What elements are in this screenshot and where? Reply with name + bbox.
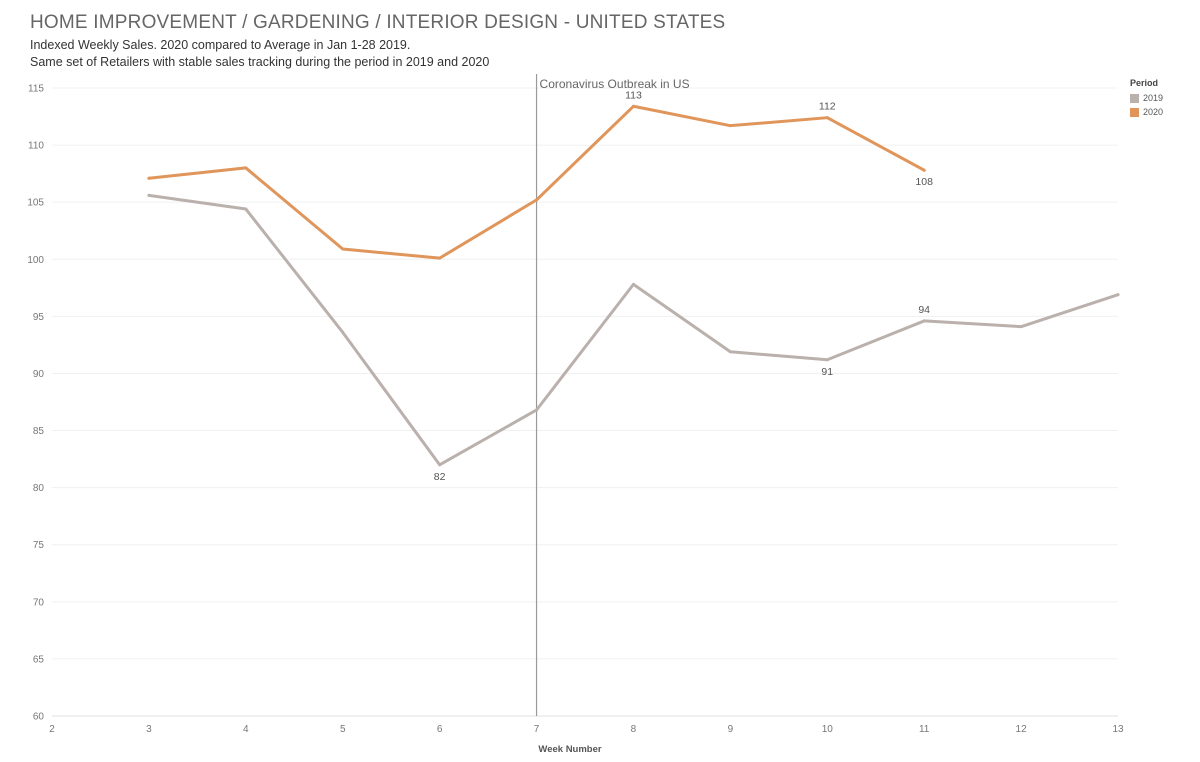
y-tick-label-80: 80 xyxy=(33,483,45,494)
chart-subtitle-line-1: Indexed Weekly Sales. 2020 compared to A… xyxy=(30,38,411,52)
legend-label-2020: 2020 xyxy=(1143,107,1164,117)
data-point-2019-week-5 xyxy=(341,330,345,334)
x-tick-label-6: 6 xyxy=(437,724,443,735)
data-label-2019-week-6: 82 xyxy=(434,471,446,483)
data-label-2020-week-8: 113 xyxy=(625,89,642,101)
y-tick-label-60: 60 xyxy=(33,712,45,723)
data-point-2020-week-5 xyxy=(341,247,345,251)
data-point-2019-week-6 xyxy=(438,463,442,467)
x-tick-label-9: 9 xyxy=(728,724,734,735)
x-tick-label-4: 4 xyxy=(243,724,249,735)
y-tick-label-85: 85 xyxy=(33,426,45,437)
y-tick-label-115: 115 xyxy=(28,84,44,95)
data-point-2019-week-4 xyxy=(244,207,248,211)
data-point-2019-week-3 xyxy=(147,193,151,197)
data-point-2020-week-3 xyxy=(147,176,151,180)
data-point-2020-week-9 xyxy=(728,124,732,128)
data-point-2020-week-6 xyxy=(438,256,442,260)
series-line-2019 xyxy=(147,193,1120,467)
data-point-2020-week-8 xyxy=(631,104,635,108)
chart-subtitle-line-2: Same set of Retailers with stable sales … xyxy=(30,55,490,69)
legend-item-2019[interactable]: 2019 xyxy=(1130,91,1163,105)
data-point-2020-week-7 xyxy=(535,198,539,202)
legend-swatch-2020 xyxy=(1130,107,1139,117)
legend-label-2019: 2019 xyxy=(1143,93,1164,103)
data-point-2020-week-11 xyxy=(922,168,926,172)
x-axis-title: Week Number xyxy=(538,744,601,755)
data-label-2020-week-11: 108 xyxy=(915,176,933,188)
x-tick-label-8: 8 xyxy=(631,724,637,735)
data-point-2019-week-7 xyxy=(535,408,539,412)
data-point-2020-week-4 xyxy=(244,166,248,170)
data-label-2019-week-11: 94 xyxy=(918,304,930,316)
x-tick-label-13: 13 xyxy=(1112,724,1124,735)
y-tick-label-105: 105 xyxy=(27,198,44,209)
x-tick-label-10: 10 xyxy=(822,724,834,735)
legend-swatch-2019 xyxy=(1130,93,1139,103)
data-label-2020-week-10: 112 xyxy=(819,101,836,113)
y-tick-label-110: 110 xyxy=(28,141,44,152)
y-tick-label-70: 70 xyxy=(33,597,45,608)
x-tick-label-3: 3 xyxy=(146,724,152,735)
data-point-2019-week-10 xyxy=(825,358,829,362)
x-tick-label-7: 7 xyxy=(534,724,540,735)
chart-title: HOME IMPROVEMENT / GARDENING / INTERIOR … xyxy=(30,12,726,33)
data-label-2019-week-10: 91 xyxy=(821,366,833,378)
y-tick-label-75: 75 xyxy=(33,540,45,551)
data-point-2019-week-11 xyxy=(922,319,926,323)
data-point-2019-week-13 xyxy=(1116,293,1120,297)
x-tick-label-12: 12 xyxy=(1016,724,1028,735)
y-tick-label-65: 65 xyxy=(33,654,45,665)
data-point-2019-week-12 xyxy=(1019,325,1023,329)
data-point-2020-week-10 xyxy=(825,116,829,120)
y-tick-label-90: 90 xyxy=(33,369,45,380)
data-point-2019-week-9 xyxy=(728,350,732,354)
y-tick-label-100: 100 xyxy=(27,255,44,266)
x-tick-label-11: 11 xyxy=(919,724,930,735)
annotation-label-outbreak: Coronavirus Outbreak in US xyxy=(540,77,690,91)
legend: Period 2019 2020 xyxy=(1130,78,1163,119)
data-point-2019-week-8 xyxy=(631,282,635,286)
y-tick-label-95: 95 xyxy=(33,312,45,323)
x-tick-label-2: 2 xyxy=(49,724,55,735)
legend-title: Period xyxy=(1130,78,1159,88)
legend-item-2020[interactable]: 2020 xyxy=(1130,105,1163,119)
x-tick-label-5: 5 xyxy=(340,724,346,735)
